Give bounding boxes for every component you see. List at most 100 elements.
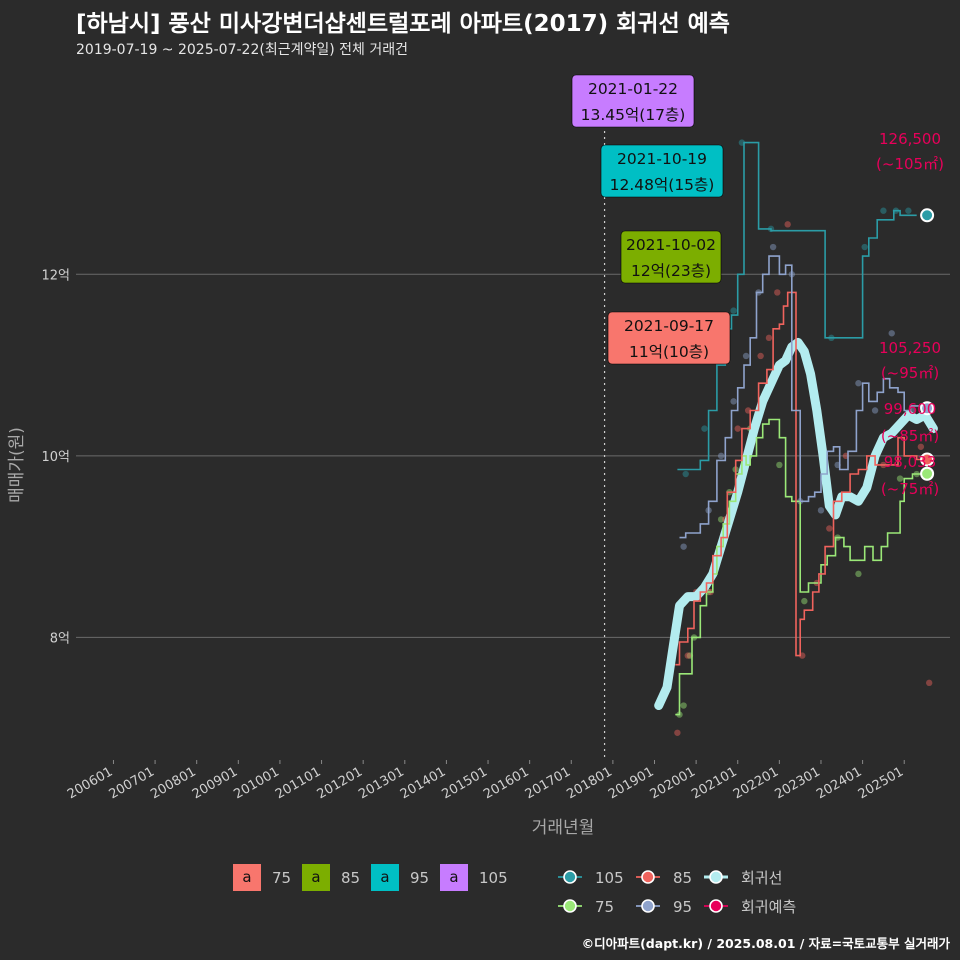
legend-marker-85 [641,870,655,884]
x-tick-label: 201001 [231,764,281,802]
x-tick-label: 202101 [689,764,739,802]
scatter-point-105 [730,307,737,314]
price-line-85 [675,291,925,666]
annotation-date-75: 2021-09-17 [624,317,714,335]
prediction-value-85: 99,600 [884,400,937,418]
scatter-point-75 [776,461,783,469]
y-tick-label: 10억 [41,450,70,465]
legend-swatch-105 [440,864,468,891]
scatter-point-95 [855,380,862,387]
y-tick-label: 8억 [50,631,70,646]
x-tick-label: 202201 [731,764,781,802]
legend-line-label-105: 105 [595,869,624,887]
x-tick-label: 201601 [481,764,531,802]
legend-line-label-predict: 회귀예측 [741,898,796,916]
scatter-point-85 [925,679,933,687]
scatter-point-105 [701,425,708,432]
scatter-point-95 [680,543,687,550]
chart-subtitle: 2019-07-19 ~ 2025-07-22(최근계약일) 전체 거래건 [76,42,408,58]
scatter-point-85 [674,729,681,736]
x-tick-label: 201401 [398,764,448,802]
legend-swatch-glyph: a [311,868,320,886]
y-tick-label: 12억 [41,268,70,283]
prediction-area-105: (~105㎡) [876,155,944,173]
prediction-value-75: 98,033 [884,453,937,471]
x-tick-label: 200801 [148,764,198,802]
legend-line-label-85: 85 [673,869,692,887]
scatter-point-95 [769,243,777,251]
legend-swatch-glyph: a [242,868,251,886]
x-tick-label: 201801 [564,764,614,802]
scatter-point-85 [917,443,925,450]
x-tick-label: 201901 [606,764,656,802]
legend-label-85: 85 [341,869,360,887]
price-line-105 [677,141,917,471]
scatter-point-105 [682,470,689,478]
x-tick-label: 200601 [65,764,115,802]
legend-swatch-95 [371,864,399,891]
scatter-point-75 [855,570,862,578]
annotation-box-95 [600,144,724,198]
legend-swatch-glyph: a [449,868,458,886]
legend-label-75: 75 [272,869,291,887]
annotation-box-85 [620,230,722,284]
legend-marker-105 [563,870,577,884]
y-axis-title: 매매가(원) [7,427,27,503]
scatter-point-85 [734,425,741,432]
scatter-point-85 [774,289,781,296]
annotation-date-95: 2021-10-19 [617,150,707,168]
scatter-point-95 [730,398,737,405]
x-tick-label: 201101 [273,764,323,802]
annotation-price-85: 12억(23층) [631,262,711,280]
x-tick-label: 202401 [814,764,864,802]
x-tick-label: 202501 [856,764,906,802]
prediction-area-75: (~75㎡) [881,480,939,498]
trend-line [654,337,938,710]
scatter-point-105 [880,207,887,214]
chart-title: [하남시] 풍산 미사강변더샵센트럴포레 아파트(2017) 회귀선 예측 [76,11,730,37]
scatter-point-95 [871,407,879,414]
scatter-point-75 [896,475,904,482]
prediction-area-85: (~85㎡) [881,427,939,445]
prediction-marker-95 [920,401,935,416]
legend-line-label-trend: 회귀선 [741,869,782,887]
prediction-marker-105 [920,208,935,223]
annotation-date-85: 2021-10-02 [626,236,716,254]
prediction-marker-75 [920,466,935,481]
scatter-point-75 [680,702,687,709]
scatter-point-85 [757,352,764,360]
scatter-point-85 [765,334,773,342]
scatter-point-95 [817,507,825,514]
annotation-date-105: 2021-01-22 [588,80,678,98]
x-tick-label: 201301 [356,764,406,802]
legend-swatch-85 [302,864,330,891]
scatter-point-85 [784,221,791,228]
prediction-marker-85 [920,452,935,467]
legend-swatch-75 [233,864,261,891]
scatter-point-85 [684,652,691,659]
scatter-point-75 [801,597,808,605]
scatter-point-105 [861,243,868,251]
x-tick-label: 201501 [440,764,490,802]
x-tick-label: 202001 [648,764,698,802]
price-line-95 [679,255,922,539]
legend-marker-trend [709,870,723,884]
scatter-point-75 [717,516,725,523]
annotation-price-95: 12.48억(15층) [610,176,715,194]
legend-label-95: 95 [410,869,429,887]
chart-caption: ©디아파트(dapt.kr) / 2025.08.01 / 자료=국토교통부 실… [581,936,950,951]
x-tick-label: 201201 [315,764,365,802]
legend-swatch-glyph: a [380,868,389,886]
scatter-point-95 [717,452,725,460]
x-tick-label: 200901 [190,764,240,802]
legend-label-105: 105 [479,869,508,887]
x-axis-title: 거래년월 [532,818,595,838]
legend-marker-75 [563,899,577,913]
legend-marker-95 [641,899,655,913]
scatter-point-95 [742,352,750,360]
legend-line-label-75: 75 [595,898,614,916]
x-tick-label: 200701 [107,764,157,802]
annotation-box-75 [607,311,731,365]
prediction-value-95: 105,250 [879,339,941,357]
